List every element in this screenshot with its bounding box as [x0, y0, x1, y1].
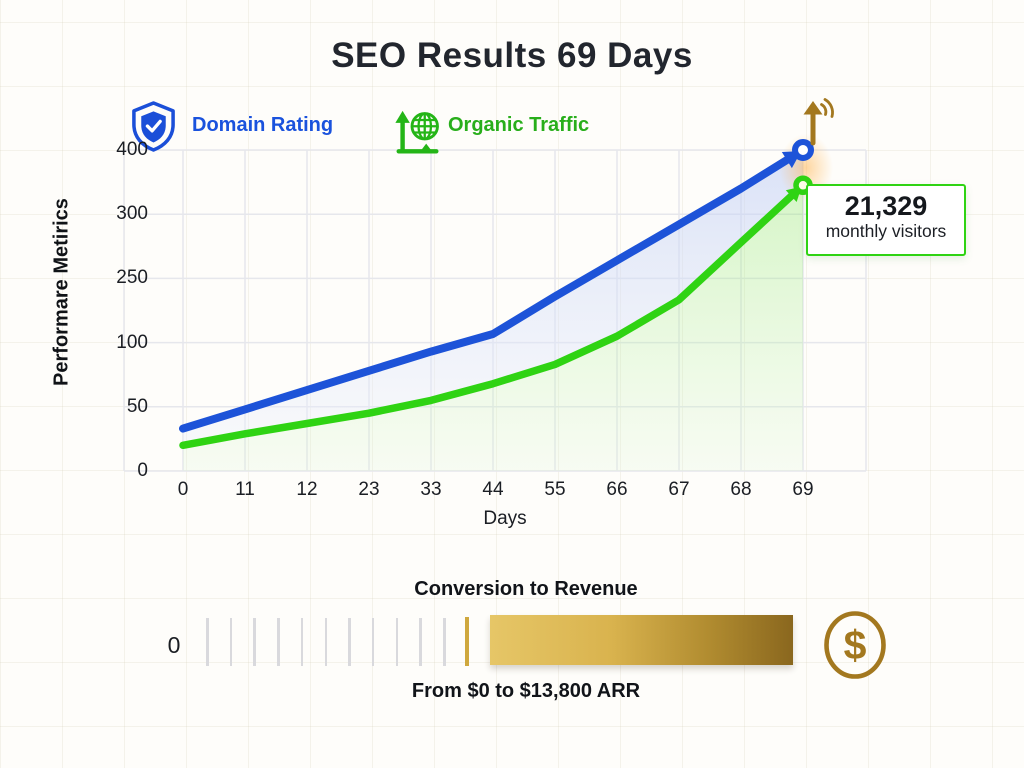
x-tick-label: 33 — [420, 479, 442, 500]
legend-organic-traffic: Organic Traffic — [448, 114, 590, 136]
x-tick-label: 67 — [668, 479, 690, 500]
revenue-gray-tick — [206, 618, 209, 666]
x-axis-title: Days — [483, 508, 527, 529]
y-axis-title: Performare Metirics — [50, 198, 73, 386]
revenue-section-title: Conversion to Revenue — [414, 578, 638, 600]
revenue-gold-tick — [465, 617, 469, 666]
visitors-count: 21,329 — [844, 191, 928, 221]
y-tick-label: 0 — [137, 460, 148, 481]
domain-rating-end-marker — [792, 139, 814, 161]
x-tick-label: 69 — [792, 479, 814, 500]
x-tick-label: 44 — [482, 479, 504, 500]
arrow-up-signal-icon — [803, 98, 834, 146]
y-tick-label: 400 — [116, 139, 148, 160]
revenue-start-value: 0 — [167, 632, 181, 658]
revenue-gray-tick — [348, 618, 351, 666]
page-title: SEO Results 69 Days — [331, 36, 693, 75]
shield-check-icon — [132, 101, 175, 152]
revenue-gray-tick — [229, 618, 233, 666]
revenue-gray-tick — [395, 618, 399, 666]
legend-domain-rating: Domain Rating — [192, 114, 334, 136]
x-tick-label: 0 — [177, 479, 189, 500]
revenue-gray-tick — [253, 618, 256, 666]
dollar-circle-icon: $ — [824, 611, 886, 679]
x-tick-label: 55 — [544, 479, 566, 500]
organic-traffic-area — [183, 185, 803, 472]
x-tick-label: 12 — [296, 479, 318, 500]
revenue-progress-bar — [490, 615, 793, 665]
revenue-gray-tick — [324, 618, 327, 666]
monthly-visitors-callout: 21,329 monthly visitors — [806, 184, 966, 256]
y-tick-label: 100 — [116, 331, 148, 353]
x-tick-label: 11 — [235, 479, 255, 500]
revenue-caption: From $0 to $13,800 ARR — [411, 680, 641, 702]
revenue-gray-tick — [300, 618, 304, 666]
revenue-gray-tick — [277, 618, 280, 666]
y-tick-label: 300 — [116, 203, 148, 225]
y-tick-label: 50 — [126, 395, 148, 417]
x-tick-label: 23 — [358, 479, 380, 500]
revenue-gray-tick — [419, 618, 422, 666]
dollar-glyph: $ — [844, 622, 867, 668]
domain-rating-line — [179, 146, 807, 433]
revenue-gray-tick — [443, 618, 446, 666]
y-tick-label: 250 — [116, 267, 148, 289]
x-tick-label: 66 — [606, 479, 628, 500]
organic-traffic-line — [179, 181, 807, 450]
visitors-label: monthly visitors — [825, 221, 947, 241]
x-tick-label: 68 — [730, 479, 752, 500]
globe-growth-icon — [395, 110, 439, 154]
revenue-gray-tick — [371, 618, 375, 666]
